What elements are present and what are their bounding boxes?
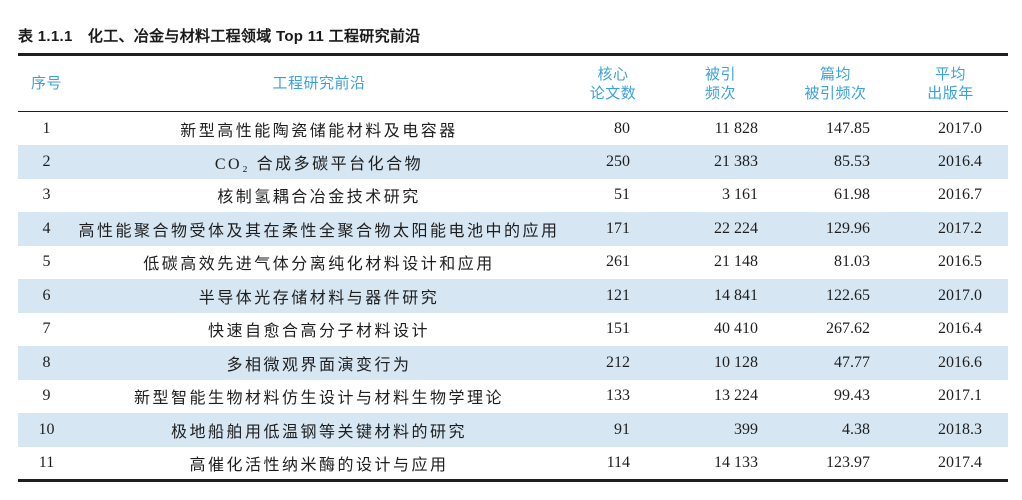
col-header-front-label: 工程研究前沿 [272, 75, 366, 92]
citations-per-paper-cell: 4.38 [842, 420, 870, 438]
citations-cell: 40 410 [714, 320, 758, 338]
citations-cell: 14 841 [714, 286, 758, 304]
core-papers-cell: 51 [614, 186, 630, 204]
citations-cell: 10 128 [714, 353, 758, 371]
table-row: 10 极地船舶用低温钢等关键材料的研究 91 399 4.38 2018.3 [18, 413, 1008, 447]
front-name-cell: CO₂ 合成多碳平台化合物 [214, 155, 424, 173]
rank-cell: 3 [42, 186, 51, 204]
core-papers-cell: 133 [606, 387, 630, 405]
front-name-cell: 新型高性能陶瓷储能材料及电容器 [180, 122, 458, 140]
front-name-cell: 低碳高效先进气体分离纯化材料设计和应用 [143, 256, 495, 274]
rank-cell: 2 [42, 152, 51, 170]
rank-cell: 1 [42, 119, 51, 137]
citations-cell: 14 133 [714, 453, 758, 471]
document-page: 表 1.1.1 化工、冶金与材料工程领域 Top 11 工程研究前沿 序号 工程… [18, 28, 1008, 482]
front-name-cell: 半导体光存储材料与器件研究 [198, 289, 440, 307]
col-header-core-papers: 核心 论文数 [563, 54, 663, 112]
rank-cell: 9 [42, 387, 51, 405]
mean-pub-year-cell: 2016.6 [938, 353, 982, 371]
core-papers-cell: 114 [606, 453, 630, 471]
citations-per-paper-cell: 123.97 [826, 453, 870, 471]
table-row: 8 多相微观界面演变行为 212 10 128 47.77 2016.6 [18, 346, 1008, 380]
rank-cell: 8 [42, 353, 51, 371]
citations-cell: 13 224 [714, 387, 758, 405]
mean-pub-year-cell: 2016.4 [938, 320, 982, 338]
front-name-cell: 高性能聚合物受体及其在柔性全聚合物太阳能电池中的应用 [78, 222, 560, 240]
citations-cell: 22 224 [714, 219, 758, 237]
table-row: 9 新型智能生物材料仿生设计与材料生物学理论 133 13 224 99.43 … [18, 379, 1008, 413]
core-papers-cell: 261 [606, 253, 630, 271]
table-row: 5 低碳高效先进气体分离纯化材料设计和应用 261 21 148 81.03 2… [18, 245, 1008, 279]
citations-cell: 3 161 [722, 186, 758, 204]
table-row: 3 核制氢耦合冶金技术研究 51 3 161 61.98 2016.7 [18, 178, 1008, 212]
front-name-cell: 核制氢耦合冶金技术研究 [217, 189, 421, 207]
core-papers-cell: 212 [606, 353, 630, 371]
citations-per-paper-cell: 129.96 [826, 219, 870, 237]
col-header-front: 工程研究前沿 [75, 54, 563, 112]
mean-pub-year-cell: 2017.2 [938, 219, 982, 237]
mean-pub-year-cell: 2017.1 [938, 387, 982, 405]
header-row: 序号 工程研究前沿 核心 论文数 被引 频次 篇均 被引频次 平均 出版年 [18, 54, 1008, 112]
citations-per-paper-cell: 81.03 [834, 253, 870, 271]
rank-cell: 11 [38, 453, 55, 471]
core-papers-cell: 121 [606, 286, 630, 304]
rank-cell: 10 [38, 420, 55, 438]
col-header-citations: 被引 频次 [663, 54, 778, 112]
citations-cell: 21 383 [714, 152, 758, 170]
core-papers-cell: 80 [614, 119, 630, 137]
front-name-cell: 新型智能生物材料仿生设计与材料生物学理论 [133, 390, 504, 408]
col-header-mean-pub-year: 平均 出版年 [893, 54, 1008, 112]
col-header-citations-per-paper: 篇均 被引频次 [778, 54, 893, 112]
citations-per-paper-cell: 47.77 [834, 353, 870, 371]
front-name-cell: 极地船舶用低温钢等关键材料的研究 [170, 423, 467, 441]
rank-cell: 6 [42, 286, 51, 304]
core-papers-cell: 171 [606, 219, 630, 237]
citations-cell: 11 828 [714, 119, 758, 137]
table-row: 11 高催化活性纳米酶的设计与应用 114 14 133 123.97 2017… [18, 446, 1008, 480]
table-title: 表 1.1.1 化工、冶金与材料工程领域 Top 11 工程研究前沿 [18, 28, 421, 45]
table-row: 1 新型高性能陶瓷储能材料及电容器 80 11 828 147.85 2017.… [18, 111, 1008, 145]
mean-pub-year-cell: 2017.0 [938, 119, 982, 137]
front-name-cell: 多相微观界面演变行为 [226, 356, 412, 374]
citations-per-paper-cell: 147.85 [826, 119, 870, 137]
research-fronts-table: 序号 工程研究前沿 核心 论文数 被引 频次 篇均 被引频次 平均 出版年 1 新型高性… [18, 53, 1008, 482]
mean-pub-year-cell: 2016.5 [938, 253, 982, 271]
citations-per-paper-cell: 99.43 [834, 387, 870, 405]
rank-cell: 5 [42, 253, 51, 271]
rank-cell: 7 [42, 320, 51, 338]
col-header-rank-label: 序号 [30, 75, 62, 92]
core-papers-cell: 91 [614, 420, 630, 438]
citations-per-paper-cell: 85.53 [834, 152, 870, 170]
mean-pub-year-cell: 2016.4 [938, 152, 982, 170]
citations-per-paper-cell: 61.98 [834, 186, 870, 204]
mean-pub-year-cell: 2017.0 [938, 286, 982, 304]
core-papers-cell: 250 [606, 152, 630, 170]
rank-cell: 4 [42, 219, 51, 237]
citations-per-paper-cell: 267.62 [826, 320, 870, 338]
col-header-rank: 序号 [18, 54, 75, 112]
table-row: 7 快速自愈合高分子材料设计 151 40 410 267.62 2016.4 [18, 312, 1008, 346]
front-name-cell: 高催化活性纳米酶的设计与应用 [189, 456, 449, 474]
table-row: 4 高性能聚合物受体及其在柔性全聚合物太阳能电池中的应用 171 22 224 … [18, 212, 1008, 246]
table-row: 6 半导体光存储材料与器件研究 121 14 841 122.65 2017.0 [18, 279, 1008, 313]
table-row: 2 CO₂ 合成多碳平台化合物 250 21 383 85.53 2016.4 [18, 145, 1008, 179]
citations-cell: 21 148 [714, 253, 758, 271]
front-name-cell: 快速自愈合高分子材料设计 [207, 323, 430, 341]
citations-per-paper-cell: 122.65 [826, 286, 870, 304]
mean-pub-year-cell: 2017.4 [938, 453, 982, 471]
mean-pub-year-cell: 2016.7 [938, 186, 982, 204]
mean-pub-year-cell: 2018.3 [938, 420, 982, 438]
core-papers-cell: 151 [606, 320, 630, 338]
citations-cell: 399 [734, 420, 758, 438]
